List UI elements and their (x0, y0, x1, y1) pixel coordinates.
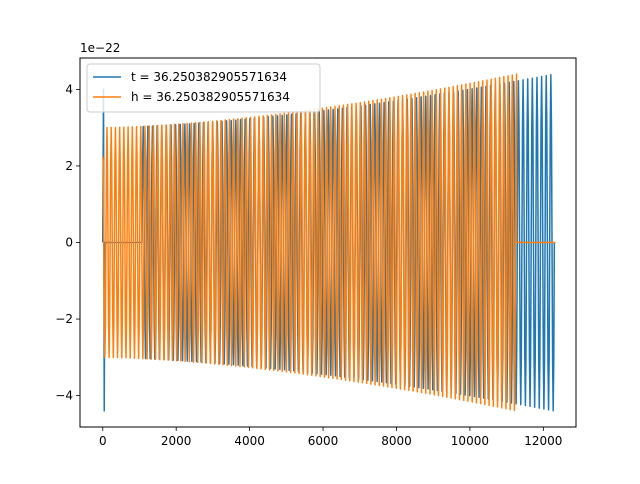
x-axis: 0 2000 4000 6000 8000 10000 12000 (99, 427, 562, 448)
y-offset-label: 1e−22 (80, 41, 120, 55)
y-tick-label: 0 (65, 236, 73, 250)
x-tick-label: 12000 (524, 434, 562, 448)
x-tick-label: 0 (99, 434, 107, 448)
y-tick-label: 4 (65, 82, 73, 96)
x-tick-label: 4000 (234, 434, 265, 448)
legend: t = 36.250382905571634 h = 36.2503829055… (86, 63, 321, 113)
y-axis: −4 −2 0 2 4 (55, 82, 80, 403)
x-tick-label: 10000 (451, 434, 489, 448)
legend-label-t: t = 36.250382905571634 (131, 70, 287, 84)
series-h-line (102, 73, 556, 412)
y-tick-label: −2 (55, 312, 73, 326)
legend-box (86, 63, 321, 113)
legend-label-h: h = 36.250382905571634 (131, 90, 290, 104)
series-layer (102, 73, 556, 412)
x-tick-label: 6000 (308, 434, 339, 448)
y-tick-label: 2 (65, 159, 73, 173)
y-tick-label: −4 (55, 389, 73, 403)
x-tick-label: 8000 (381, 434, 412, 448)
plot-area (102, 73, 556, 412)
x-tick-label: 2000 (161, 434, 192, 448)
